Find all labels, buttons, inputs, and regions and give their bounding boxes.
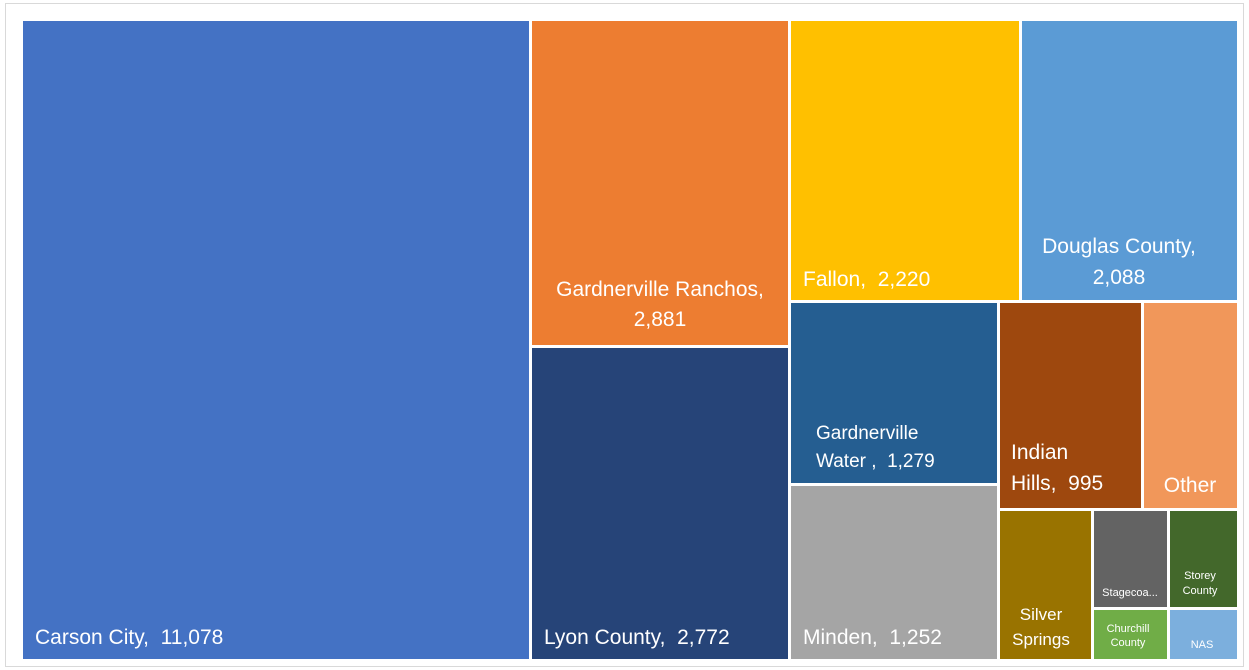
tile-rect-fallon xyxy=(791,21,1019,300)
tile-minden: Minden, 1,252 xyxy=(791,486,997,659)
tile-fallon: Fallon, 2,220 xyxy=(791,21,1019,300)
tile-churchill-county: Churchill County xyxy=(1094,610,1167,659)
tile-rect-lyon-county xyxy=(532,348,788,659)
tile-nas: NAS xyxy=(1170,610,1237,659)
tile-other: Other xyxy=(1144,303,1237,508)
tile-label-gardnerville-water: Gardnerville Water , 1,279 xyxy=(816,423,935,472)
tile-rect-gardnerville-ranchos xyxy=(532,21,788,345)
tile-label-silver-springs: Silver Springs xyxy=(1012,605,1070,649)
tile-rect-gardnerville-water xyxy=(791,303,997,483)
tile-label-carson-city: Carson City, 11,078 xyxy=(35,626,223,649)
tile-carson-city: Carson City, 11,078 xyxy=(23,21,529,659)
tile-label-stagecoach: Stagecoa... xyxy=(1102,587,1158,599)
tile-label-douglas-county: Douglas County, 2,088 xyxy=(1042,235,1196,289)
tile-douglas-county: Douglas County, 2,088 xyxy=(1022,21,1237,300)
tile-silver-springs: Silver Springs xyxy=(1000,511,1091,659)
tile-label-fallon: Fallon, 2,220 xyxy=(803,268,930,291)
tile-lyon-county: Lyon County, 2,772 xyxy=(532,348,788,659)
tile-label-churchill-county: Churchill County xyxy=(1107,623,1150,649)
tile-rect-nas xyxy=(1170,610,1237,659)
tile-gardnerville-water: Gardnerville Water , 1,279 xyxy=(791,303,997,483)
tile-rect-stagecoach xyxy=(1094,511,1167,607)
tile-label-lyon-county: Lyon County, 2,772 xyxy=(544,626,730,649)
tile-storey-county: Storey County xyxy=(1170,511,1237,607)
tile-rect-indian-hills xyxy=(1000,303,1141,508)
tile-rect-douglas-county xyxy=(1022,21,1237,300)
tile-rect-silver-springs xyxy=(1000,511,1091,659)
tile-rect-carson-city xyxy=(23,21,529,659)
tile-stagecoach: Stagecoa... xyxy=(1094,511,1167,607)
tile-rect-minden xyxy=(791,486,997,659)
chart-frame xyxy=(5,3,1244,667)
tile-label-minden: Minden, 1,252 xyxy=(803,626,942,649)
tile-label-storey-county: Storey County xyxy=(1183,570,1218,597)
tile-label-indian-hills: Indian Hills, 995 xyxy=(1011,441,1103,495)
tile-rect-storey-county xyxy=(1170,511,1237,607)
tile-rect-churchill-county xyxy=(1094,610,1167,659)
tile-rect-other xyxy=(1144,303,1237,508)
tile-label-other: Other xyxy=(1164,474,1217,497)
tile-gardnerville-ranchos: Gardnerville Ranchos, 2,881 xyxy=(532,21,788,345)
tile-label-nas: NAS xyxy=(1191,639,1214,651)
tile-indian-hills: Indian Hills, 995 xyxy=(1000,303,1141,508)
tile-label-gardnerville-ranchos: Gardnerville Ranchos, 2,881 xyxy=(556,278,764,331)
